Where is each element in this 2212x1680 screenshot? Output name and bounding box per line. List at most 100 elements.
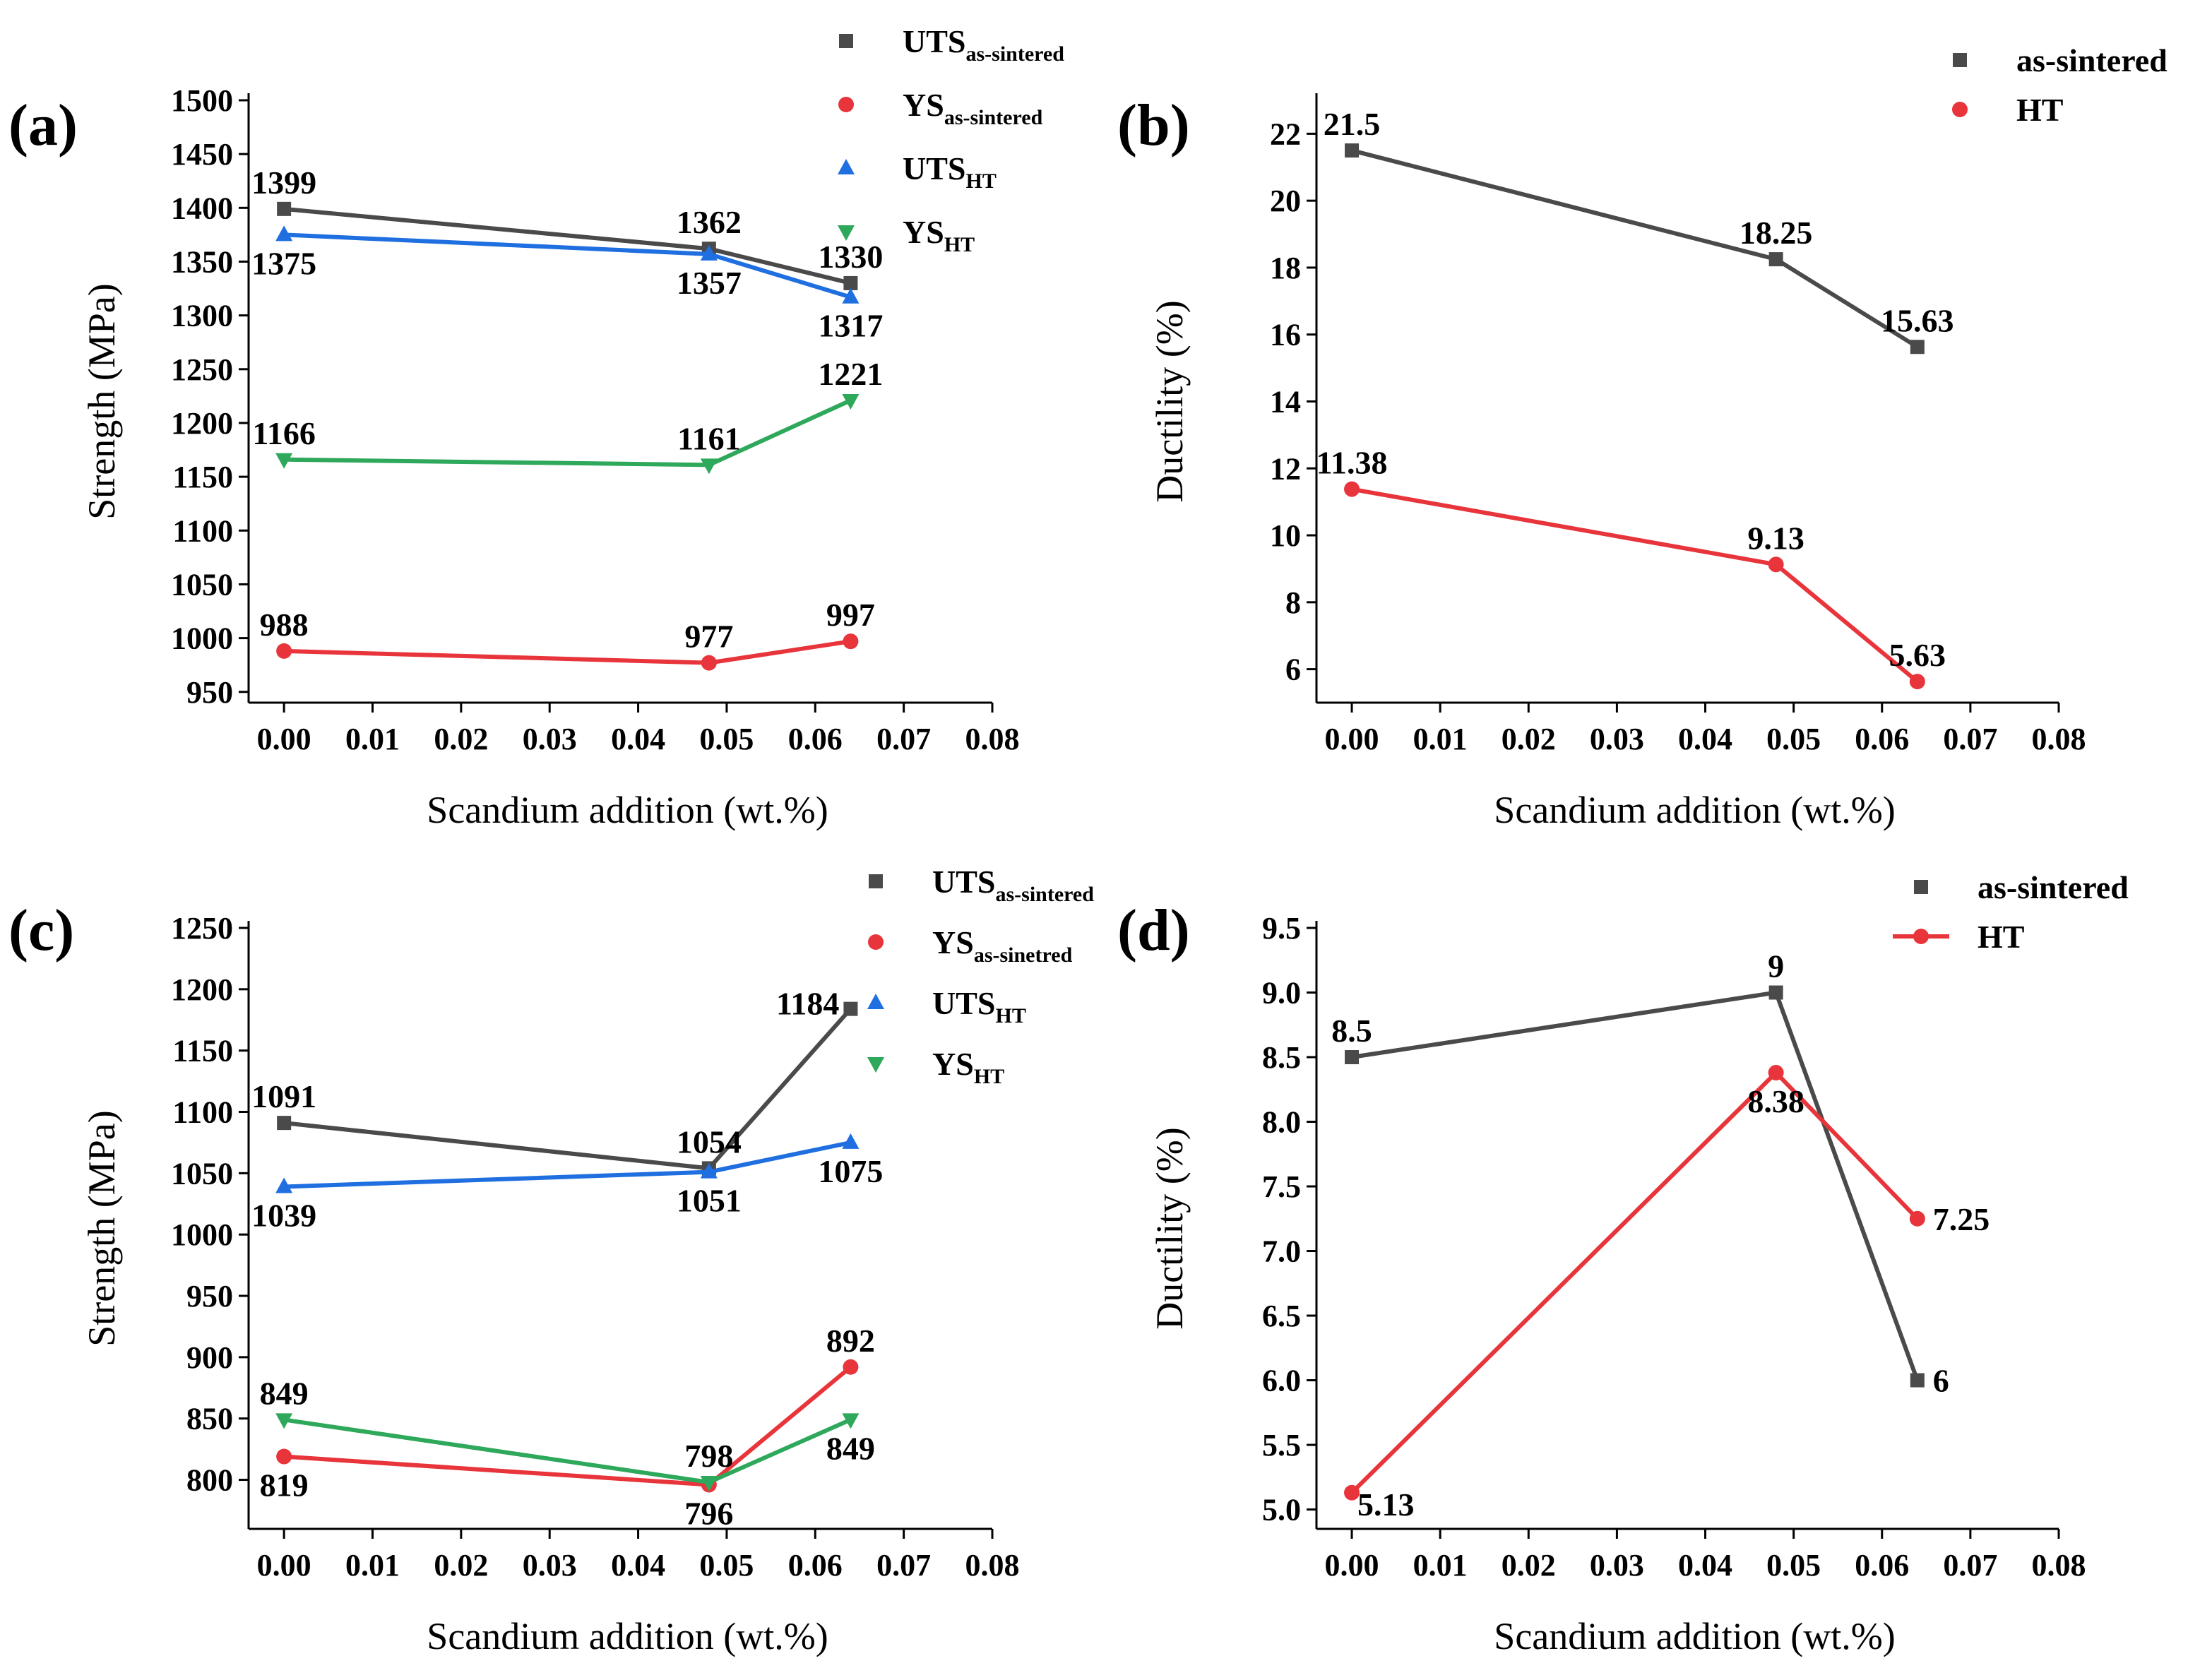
data-label: 849	[260, 1375, 309, 1411]
x-tick-label: 0.02	[1502, 722, 1556, 756]
legend-item: YSHT	[867, 1046, 1004, 1088]
legend-marker	[1914, 880, 1928, 894]
data-point	[701, 655, 717, 671]
y-tick-label: 8.5	[1262, 1040, 1301, 1075]
data-point	[843, 633, 859, 650]
y-tick-label: 1200	[171, 406, 233, 441]
panel-c: (c) 800 850 900 950 1000 1050 1100 1150 1200 1250…	[8, 864, 1094, 1657]
x-tick-label: 0.08	[965, 1548, 1020, 1583]
legend-item: UTSas-sintered	[839, 23, 1064, 66]
legend-marker	[867, 994, 884, 1009]
data-label: 977	[684, 619, 733, 655]
legend: as-sintered HT	[1893, 869, 2129, 955]
series-uts-as-sintered: 1091 1054 1184	[251, 986, 858, 1176]
panel-a: (a) 950 1000 1050 1100 1150 1200 1250 1300 1350 1…	[8, 23, 1064, 831]
data-point	[277, 201, 292, 216]
y-tick-label: 6.5	[1262, 1299, 1301, 1333]
data-label: 1051	[677, 1183, 742, 1219]
x-tick-label: 0.05	[1766, 722, 1821, 756]
series-uts-HT: 1039 1051 1075	[251, 1133, 883, 1233]
series-ht: 11.38 9.13 5.63	[1316, 445, 1946, 690]
x-tick-label: 0.00	[1325, 722, 1379, 756]
data-label: 798	[684, 1438, 733, 1474]
y-tick-label: 1000	[171, 1217, 233, 1252]
legend-item: HT	[1952, 92, 2063, 128]
legend-subscript: HT	[965, 169, 996, 193]
data-point	[275, 225, 293, 242]
y-tick-label: 7.0	[1262, 1234, 1301, 1269]
data-point	[1768, 556, 1784, 573]
x-tick-label: 0.04	[611, 1548, 665, 1583]
data-point	[843, 1001, 858, 1016]
legend-label: UTSas-sintered	[932, 864, 1094, 906]
data-point	[276, 1448, 292, 1465]
legend-label: HT	[1978, 919, 2024, 955]
y-tick-label: 1350	[171, 244, 233, 279]
y-tick-label: 1150	[172, 460, 233, 494]
data-label: 18.25	[1740, 215, 1813, 251]
data-point	[1344, 481, 1360, 497]
legend-item: YSas-sinetred	[868, 924, 1073, 967]
legend-marker	[1952, 102, 1968, 117]
panel-c-label: (c)	[8, 898, 74, 963]
x-tick-label: 0.02	[434, 1548, 488, 1583]
data-point	[842, 1413, 860, 1429]
x-tick-label: 0.03	[1590, 722, 1644, 756]
x-axis-title: Scandium addition (wt.%)	[427, 1615, 828, 1657]
legend: UTSas-sintered YSas-sintered UTSHT YSHT	[838, 23, 1064, 256]
data-point	[700, 1162, 718, 1179]
legend-marker	[838, 97, 854, 112]
data-point	[1909, 1210, 1925, 1227]
y-tick-label: 8	[1285, 585, 1301, 620]
legend-marker	[869, 874, 883, 888]
data-label: 1039	[251, 1197, 316, 1233]
legend: as-sintered HT	[1952, 42, 2168, 128]
x-tick-label: 0.01	[1413, 722, 1468, 756]
legend-item: UTSHT	[867, 985, 1026, 1027]
series-uts-as-sintered: 1399 1362 1330	[251, 165, 883, 290]
series-ht: 5.13 8.38 7.25	[1344, 1064, 1990, 1523]
legend-subscript: HT	[944, 233, 975, 256]
data-label: 1399	[251, 165, 316, 201]
x-tick-label: 0.04	[1678, 1548, 1732, 1583]
legend-subscript: HT	[974, 1065, 1004, 1088]
series-line	[1351, 148, 1919, 349]
legend-marker	[1913, 929, 1929, 944]
data-label: 7.25	[1933, 1201, 1990, 1237]
data-point	[843, 275, 858, 290]
legend-marker	[838, 225, 855, 241]
y-tick-label: 1200	[171, 972, 233, 1007]
axes: 5.0 5.5 6.0 6.5 7.0 7.5 8.0 8.5 9.0 9.5 0.00 0.01 0.…	[1148, 911, 2086, 1657]
x-tick-label: 0.07	[1943, 1548, 1997, 1583]
legend-label: UTSHT	[932, 985, 1026, 1027]
series-ys-as-sintered: 988 977 997	[260, 597, 875, 671]
x-tick-label: 0.05	[699, 1548, 754, 1583]
y-tick-label: 1500	[171, 83, 233, 118]
x-tick-label: 0.08	[2032, 722, 2086, 756]
x-tick-label: 0.05	[699, 722, 754, 756]
data-point	[842, 287, 860, 304]
panel-d: (d) 5.0 5.5 6.0 6.5 7.0 7.5 8.0 8.5 9.0 9.5 0.00 0.…	[1117, 869, 2129, 1657]
y-tick-label: 9.0	[1262, 976, 1301, 1011]
series-line	[283, 1007, 852, 1171]
data-label: 21.5	[1324, 106, 1381, 142]
data-point	[275, 1177, 293, 1193]
y-tick-label: 950	[186, 1279, 233, 1313]
data-point	[1910, 340, 1925, 355]
data-label: 1054	[677, 1124, 742, 1160]
series-line	[284, 232, 852, 299]
data-point	[1345, 143, 1360, 158]
x-tick-label: 0.04	[611, 722, 665, 756]
data-point	[276, 643, 292, 659]
data-label: 988	[260, 607, 309, 643]
data-point	[842, 1133, 860, 1149]
y-tick-label: 9.5	[1262, 911, 1301, 946]
x-tick-label: 0.07	[876, 1548, 931, 1583]
panel-b: (b) 6 8 10 12 14 16 18 20 22 0.00 0.01 0.02 0.03 0.04…	[1117, 42, 2168, 831]
data-label: 15.63	[1881, 302, 1954, 338]
y-axis-title: Strength (MPa)	[81, 283, 123, 519]
data-label: 1375	[251, 245, 316, 281]
legend-marker	[838, 159, 855, 174]
y-tick-label: 22	[1270, 117, 1301, 151]
